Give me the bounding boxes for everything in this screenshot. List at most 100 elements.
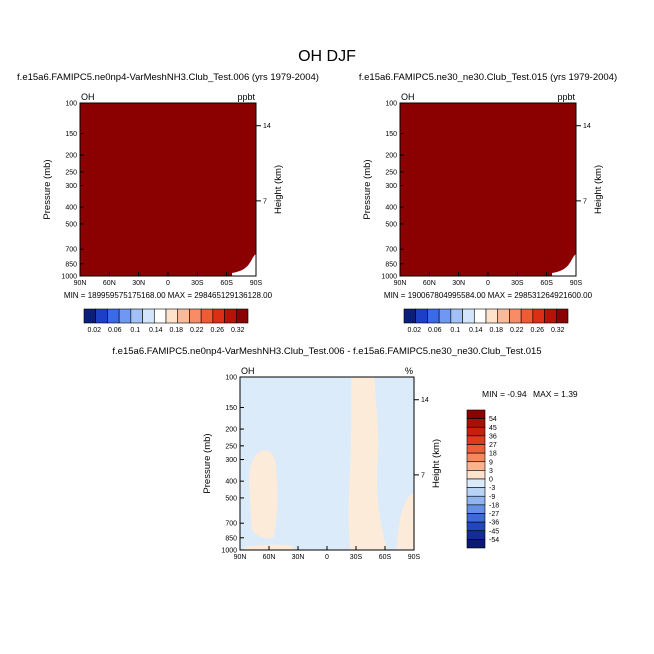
x-tick-label: 90N xyxy=(394,280,407,287)
panel-top-left: f.e15a6.FAMIPC5.ne0np4-VarMeshNH3.Club_T… xyxy=(17,72,319,334)
surface-mask xyxy=(232,254,256,276)
stat-min-max: MIN = 190067804995584.00 MAX = 298531264… xyxy=(384,291,593,300)
colorbar-box xyxy=(466,504,486,514)
colorbar-box xyxy=(466,487,486,497)
x-tick-label: 60S xyxy=(540,280,553,287)
corner-label-right: ppbt xyxy=(557,92,575,102)
colorbar-label: -45 xyxy=(489,528,499,535)
stat-min-max: MIN = 189959575175168.00 MAX = 298465129… xyxy=(64,291,273,300)
y-tick-label: 850 xyxy=(65,261,77,268)
colorbar-box xyxy=(415,308,428,324)
x-tick-label: 0 xyxy=(325,554,329,561)
colorbar-box xyxy=(95,308,108,324)
right-tick-label: 7 xyxy=(583,198,587,205)
colorbar-box xyxy=(532,308,545,324)
y-tick-label: 200 xyxy=(385,153,397,160)
colorbar-box xyxy=(466,478,486,488)
colorbar-box xyxy=(544,308,557,324)
colorbar-box xyxy=(450,308,463,324)
x-tick-label: 90N xyxy=(74,280,87,287)
colorbar-box xyxy=(466,435,486,445)
y-tick-label: 700 xyxy=(385,247,397,254)
colorbar-box xyxy=(466,426,486,437)
y-tick-label: 850 xyxy=(225,535,237,542)
y-tick-label: 100 xyxy=(385,101,397,108)
y-tick-label: 300 xyxy=(65,183,77,190)
colorbar-box xyxy=(142,308,155,324)
colorbar-box xyxy=(509,308,522,324)
colorbar-box xyxy=(438,308,452,324)
colorbar-label: -3 xyxy=(489,485,495,492)
colorbar-label: 0.1 xyxy=(130,327,140,334)
right-tick-label: 14 xyxy=(583,123,591,130)
stat-min: MIN = -0.94 xyxy=(482,389,527,399)
y-tick-label: 1000 xyxy=(381,274,397,281)
colorbar-label: 0.1 xyxy=(450,327,460,334)
corner-label-left: OH xyxy=(81,92,95,102)
x-tick-label: 30N xyxy=(292,554,305,561)
x-tick-label: 90S xyxy=(570,280,583,287)
x-tick-label: 30S xyxy=(350,554,363,561)
colorbar-box xyxy=(466,418,486,428)
colorbar-label: 0.22 xyxy=(510,327,524,334)
colorbar-label: 18 xyxy=(489,451,497,458)
y-tick-label: 250 xyxy=(385,169,397,176)
corner-label-right: % xyxy=(405,366,413,376)
right-axis-label: Height (km) xyxy=(593,165,604,214)
right-axis-label: Height (km) xyxy=(273,165,284,214)
x-tick-label: 90S xyxy=(408,554,421,561)
contour-fill-max xyxy=(400,103,576,276)
colorbar-box xyxy=(189,308,202,324)
colorbar-box xyxy=(466,530,486,540)
y-tick-label: 1000 xyxy=(221,548,237,555)
y-tick-label: 150 xyxy=(385,131,397,138)
panel-title: f.e15a6.FAMIPC5.ne0np4-VarMeshNH3.Club_T… xyxy=(17,72,319,83)
colorbar-label: 0.32 xyxy=(551,327,565,334)
y-tick-label: 700 xyxy=(65,247,77,254)
colorbar-label: -9 xyxy=(489,494,495,501)
right-axis-label: Height (km) xyxy=(431,439,442,488)
x-tick-label: 30N xyxy=(132,280,145,287)
colorbar-label: 0.26 xyxy=(210,327,224,334)
colorbar-box xyxy=(466,513,486,523)
colorbar-box xyxy=(427,308,440,324)
colorbar-label: 0.18 xyxy=(169,327,183,334)
colorbar-box xyxy=(466,461,486,471)
colorbar-box xyxy=(466,539,486,549)
y-tick-label: 500 xyxy=(65,221,77,228)
corner-label-left: OH xyxy=(401,92,415,102)
contour-fill-positive xyxy=(249,450,278,539)
panel-title: f.e15a6.FAMIPC5.ne30_ne30.Club_Test.015 … xyxy=(359,72,617,83)
y-tick-label: 200 xyxy=(225,427,237,434)
contour-fill-positive xyxy=(396,493,414,550)
colorbar-box xyxy=(466,444,486,454)
right-tick-label: 14 xyxy=(421,397,429,404)
colorbar-box xyxy=(165,308,179,324)
x-tick-label: 90N xyxy=(234,554,247,561)
x-tick-label: 60S xyxy=(379,554,392,561)
colorbar-label: -54 xyxy=(489,537,499,544)
colorbar-label: 0.22 xyxy=(190,327,204,334)
surface-mask xyxy=(552,254,576,276)
colorbar-label: 0.02 xyxy=(407,327,421,334)
colorbar-box xyxy=(212,308,225,324)
colorbar-box xyxy=(130,308,143,324)
colorbar-label: 0 xyxy=(489,477,493,484)
colorbar-label: 0.06 xyxy=(108,327,122,334)
y-tick-label: 300 xyxy=(385,183,397,190)
colorbar-label: 0.32 xyxy=(231,327,245,334)
colorbar-label: 0.26 xyxy=(530,327,544,334)
colorbar-box xyxy=(466,495,486,506)
colorbar-box xyxy=(462,308,475,324)
x-tick-label: 60N xyxy=(103,280,116,287)
corner-label-left: OH xyxy=(241,366,255,376)
panel-difference: f.e15a6.FAMIPC5.ne0np4-VarMeshNH3.Club_T… xyxy=(112,346,578,561)
y-tick-label: 100 xyxy=(225,375,237,382)
right-tick-label: 14 xyxy=(263,123,271,130)
colorbar-box xyxy=(466,521,486,532)
y-tick-label: 100 xyxy=(65,101,77,108)
colorbar-box xyxy=(485,308,499,324)
x-tick-label: 60N xyxy=(423,280,436,287)
colorbar-label: -18 xyxy=(489,502,499,509)
contour-fill-max xyxy=(80,103,256,276)
